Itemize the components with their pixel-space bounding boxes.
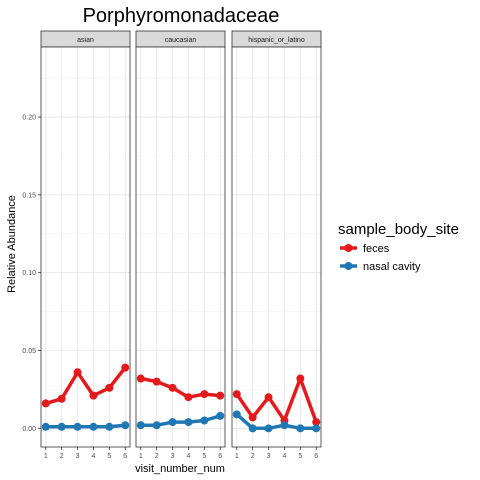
data-point — [89, 391, 98, 400]
x-tick-label: 2 — [60, 453, 64, 460]
legend-label: feces — [363, 243, 390, 255]
data-point — [200, 416, 209, 425]
data-point — [73, 422, 82, 431]
legend-label: nasal cavity — [363, 261, 421, 273]
data-point — [264, 393, 273, 402]
x-tick-label: 2 — [251, 453, 255, 460]
series-nasal-cavity — [41, 421, 130, 431]
data-point — [136, 374, 145, 383]
x-tick-label: 5 — [107, 453, 111, 460]
data-point — [57, 422, 66, 431]
series-feces — [41, 363, 130, 408]
data-point — [248, 424, 257, 433]
legend-entry-feces: feces — [340, 243, 390, 255]
y-axis-title: Relative Abundance — [6, 195, 18, 293]
panel-border — [231, 46, 322, 448]
x-tick-label: 2 — [155, 453, 159, 460]
data-point — [200, 390, 209, 399]
data-point — [312, 418, 321, 427]
series-nasal-cavity — [232, 410, 321, 433]
data-point — [264, 424, 273, 433]
panel-border — [40, 46, 131, 448]
data-point — [168, 418, 177, 427]
data-point — [57, 394, 66, 403]
x-tick-label: 4 — [186, 453, 190, 460]
data-point — [232, 390, 241, 399]
data-point — [216, 411, 225, 420]
series-feces — [136, 374, 225, 402]
facet-panel-caucasian: caucasian — [135, 30, 226, 448]
data-point — [41, 399, 50, 408]
x-tick-label: 4 — [91, 453, 95, 460]
facet-panels: asian caucasian hispanic_or_latino — [40, 30, 322, 448]
facet-strip-label: caucasian — [165, 37, 197, 44]
legend-key-point — [344, 262, 353, 270]
x-axis: 1 2 3 4 5 6 1 2 3 4 5 6 1 2 3 4 5 6 — [44, 447, 318, 460]
data-point — [73, 368, 82, 377]
data-point — [152, 377, 161, 386]
data-point — [296, 424, 305, 433]
series-feces — [232, 374, 321, 427]
panel-background — [136, 47, 225, 447]
x-tick-label: 1 — [44, 453, 48, 460]
data-point — [184, 418, 193, 427]
data-point — [105, 422, 114, 431]
x-tick-label: 6 — [123, 453, 127, 460]
data-point — [89, 422, 98, 431]
data-point — [280, 421, 289, 430]
data-point — [121, 421, 130, 430]
legend-title: sample_body_site — [338, 221, 459, 238]
data-point — [248, 413, 257, 422]
x-tick-label: 5 — [202, 453, 206, 460]
y-tick-label: 0.05 — [22, 348, 36, 355]
x-tick-label: 3 — [76, 453, 80, 460]
series-nasal-cavity — [136, 411, 225, 430]
x-tick-label: 1 — [139, 453, 143, 460]
x-tick-label: 6 — [314, 453, 318, 460]
y-tick-label: 0.20 — [22, 115, 36, 122]
x-tick-label: 4 — [282, 453, 286, 460]
data-point — [296, 374, 305, 383]
data-point — [216, 391, 225, 400]
x-tick-label: 3 — [267, 453, 271, 460]
data-point — [232, 410, 241, 419]
panel-border — [135, 46, 226, 448]
x-tick-label: 1 — [235, 453, 239, 460]
data-point — [105, 383, 114, 392]
data-point — [312, 424, 321, 433]
series-line — [235, 376, 318, 423]
data-point — [41, 422, 50, 431]
x-tick-label: 5 — [298, 453, 302, 460]
data-point — [168, 383, 177, 392]
y-tick-label: 0.15 — [22, 192, 36, 199]
data-point — [136, 421, 145, 430]
x-tick-label: 6 — [218, 453, 222, 460]
data-point — [152, 421, 161, 430]
legend-entry-nasal-cavity: nasal cavity — [340, 261, 421, 273]
gridlines — [232, 47, 321, 447]
data-point — [184, 393, 193, 402]
y-tick-label: 0.00 — [22, 426, 36, 433]
legend: sample_body_site feces nasal cavity — [338, 221, 459, 273]
facet-strip-label: asian — [77, 37, 94, 44]
x-tick-label: 3 — [171, 453, 175, 460]
y-axis: 0.00 0.05 0.10 0.15 0.20 — [22, 115, 41, 433]
legend-key-point — [344, 244, 353, 252]
facet-panel-hispanic-or-latino: hispanic_or_latino — [231, 30, 322, 448]
facet-strip-label: hispanic_or_latino — [248, 37, 305, 44]
data-point — [121, 363, 130, 372]
x-axis-title: visit_number_num — [135, 463, 225, 475]
chart-title: Porphyromonadaceae — [83, 5, 280, 27]
y-tick-label: 0.10 — [22, 270, 36, 277]
panel-background — [232, 47, 321, 447]
facet-panel-asian: asian — [40, 30, 131, 448]
